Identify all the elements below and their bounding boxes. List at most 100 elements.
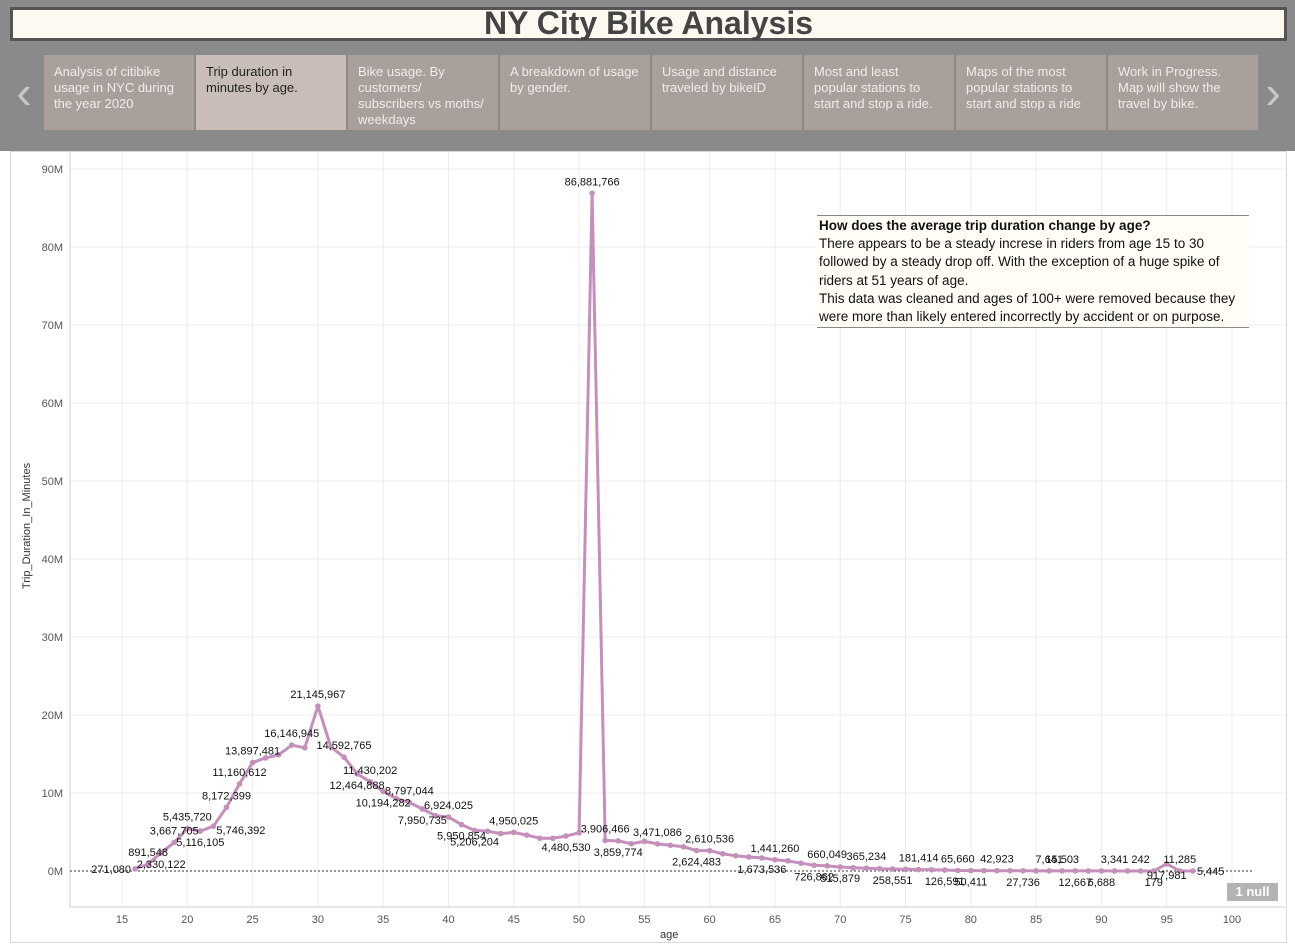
data-point [954,867,961,874]
data-label: 16,146,945 [264,728,319,740]
data-point [759,855,765,861]
x-tick-label: 30 [312,914,324,926]
data-label: 271,080 [91,864,131,876]
story-point-6[interactable]: Most and least popular stations to start… [804,55,954,130]
data-point [537,835,543,842]
data-point [145,861,151,867]
x-tick-label: 20 [181,914,193,926]
data-point [615,838,622,844]
data-label: 13,897,481 [225,746,280,758]
x-tick-label: 80 [965,914,977,926]
data-point [732,852,739,859]
story-point-1[interactable]: Analysis of citibike usage in NYC during… [44,55,194,130]
dashboard-title-box: NY City Bike Analysis [10,6,1287,41]
story-point-label: Most and least popular stations to start… [814,64,933,111]
story-point-7[interactable]: Maps of the most popular stations to sta… [956,55,1106,130]
story-point-4[interactable]: A breakdown of usage by gender. [500,55,650,130]
data-point [785,858,791,864]
annotation-heading: How does the average trip duration chang… [819,218,1151,233]
data-point [824,863,830,869]
data-point [380,788,386,795]
data-point [837,864,844,870]
data-point [249,759,256,766]
data-point [850,864,857,871]
data-point [1059,868,1066,874]
story-point-5[interactable]: Usage and distance traveled by bikeID [652,55,802,130]
data-label: 86,881,766 [565,176,620,188]
data-label: 11,430,202 [343,765,397,777]
y-tick-label: 40M [42,554,63,566]
next-story-icon[interactable]: › [1265,66,1281,118]
data-label: 126,591 [925,876,965,888]
data-label: 2,330,122 [137,859,186,871]
data-point [1085,868,1092,874]
data-point [132,866,138,872]
data-point [262,755,269,761]
data-point [328,744,334,750]
story-point-2[interactable]: Trip duration in minutes by age. [196,55,346,130]
data-point [367,779,373,785]
data-point [1176,868,1183,874]
trip-duration-line [134,191,1193,873]
x-tick-label: 35 [377,914,389,926]
data-label: 2,610,536 [685,834,734,846]
x-tick-label: 25 [246,914,258,926]
data-point [1124,868,1131,874]
data-label: 181,414 [899,853,939,865]
data-point [341,754,347,760]
data-point [288,742,295,748]
data-label: 4,950,025 [489,815,538,827]
story-point-label: Work in Progress. Map will show the trav… [1118,64,1222,111]
data-label: 891,548 [128,847,168,859]
data-label: 42,923 [980,854,1014,866]
data-point [654,841,661,847]
data-point [641,838,648,845]
data-label: 515,879 [820,873,860,885]
data-point [550,835,556,842]
previous-story-icon[interactable]: ‹ [16,66,32,118]
data-label: 6,688 [1088,877,1116,889]
data-point [928,867,935,873]
story-point-3[interactable]: Bike usage. By customers/ subscribers vs… [348,55,498,130]
story-point-8[interactable]: Work in Progress. Map will show the trav… [1108,55,1258,130]
y-tick-label: 90M [42,164,63,176]
x-tick-label: 95 [1161,914,1173,926]
data-label: 3,341 [1101,854,1129,866]
data-label: 5,950,854 [437,831,486,843]
data-point [158,850,164,856]
data-point [197,828,204,834]
data-point [1098,868,1105,874]
data-point [419,806,426,812]
data-point [406,799,413,806]
data-label: 660,049 [807,849,847,861]
dashboard-header: NY City Bike Analysis ‹ › Analysis of ci… [0,0,1295,151]
data-point [746,854,752,860]
data-label: 1,441,260 [750,843,799,855]
x-tick-label: 75 [899,914,911,926]
data-label: 12,464,888 [330,780,385,792]
data-point [354,770,360,777]
data-point [811,862,817,869]
null-indicator-badge[interactable]: 1 null [1227,883,1278,901]
data-point [1020,867,1026,874]
data-point [315,703,321,709]
data-point [772,856,778,863]
data-label: 3,471,086 [633,827,682,839]
data-label: 15,503 [1045,854,1079,866]
y-tick-label: 60M [42,398,63,410]
data-point [275,751,282,758]
data-label: 242 [1131,854,1149,866]
y-tick-label: 30M [42,632,63,644]
data-label: 50,411 [954,877,987,889]
data-point [968,867,974,874]
data-point [902,866,909,873]
data-point [680,844,687,850]
data-point [1163,861,1170,867]
x-tick-label: 50 [573,914,585,926]
story-point-label: Maps of the most popular stations to sta… [966,64,1081,111]
data-label: 11,285 [1163,854,1196,866]
data-point [1111,868,1118,874]
data-point [706,847,713,854]
annotation-body-2: This data was cleaned and ages of 100+ w… [819,290,1236,325]
data-label: 5,206,204 [450,836,499,848]
